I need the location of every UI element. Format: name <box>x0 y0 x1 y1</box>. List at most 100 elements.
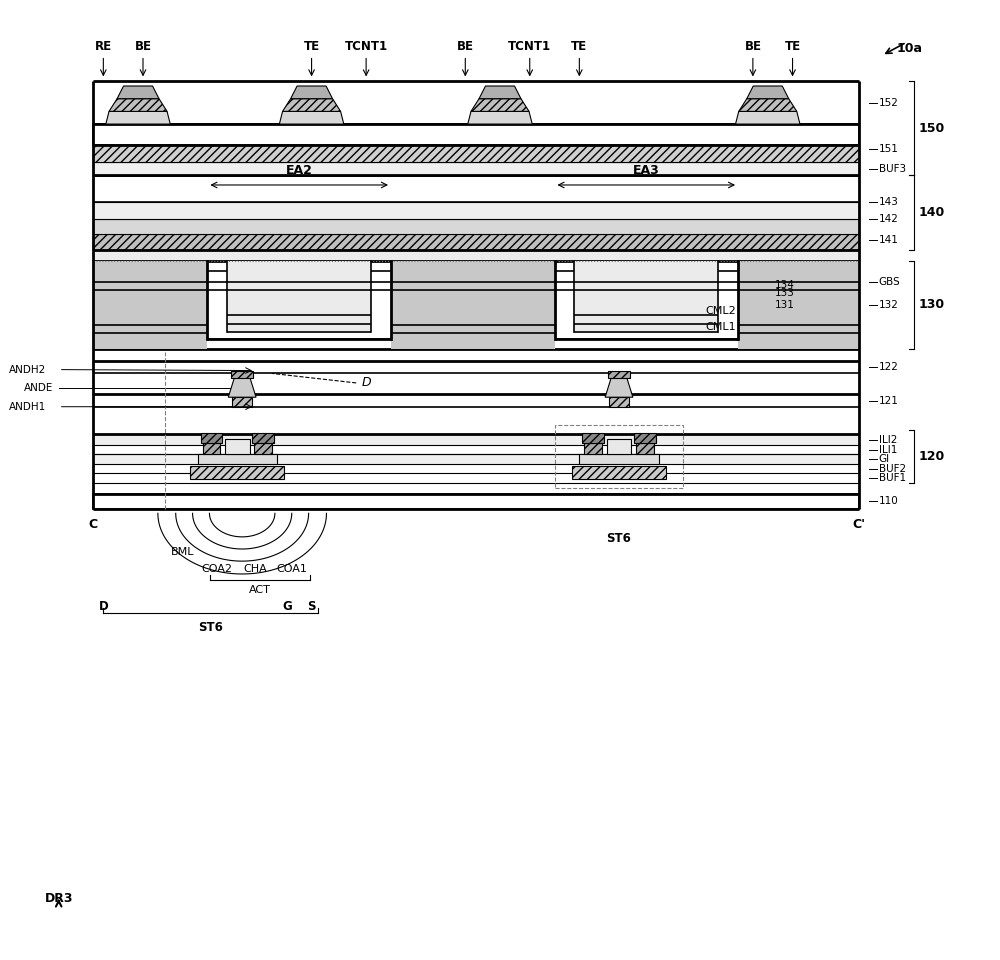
Bar <box>93 473 859 483</box>
Text: 121: 121 <box>879 396 899 405</box>
Text: 131: 131 <box>775 300 795 310</box>
Text: DR3: DR3 <box>44 893 73 905</box>
Text: ANDH2: ANDH2 <box>9 365 46 374</box>
Bar <box>225 439 250 454</box>
Bar <box>93 219 859 234</box>
Bar <box>190 466 284 479</box>
Bar <box>634 433 656 443</box>
Text: ANDE: ANDE <box>24 383 53 393</box>
Bar <box>93 444 859 454</box>
Text: TE: TE <box>304 39 320 53</box>
Polygon shape <box>468 111 532 124</box>
Polygon shape <box>279 111 344 124</box>
Bar <box>198 454 277 464</box>
Text: 134: 134 <box>775 280 795 290</box>
Bar <box>93 162 859 176</box>
Polygon shape <box>605 378 633 397</box>
Bar <box>227 261 371 331</box>
Text: 141: 141 <box>879 235 899 245</box>
Bar <box>202 443 220 454</box>
Text: EA2: EA2 <box>286 164 313 178</box>
Text: D: D <box>98 600 108 612</box>
Text: 140: 140 <box>918 206 945 219</box>
Text: BML: BML <box>171 546 194 557</box>
Text: 151: 151 <box>879 144 899 154</box>
Text: 122: 122 <box>879 362 899 372</box>
Bar <box>391 261 555 348</box>
Text: CHA: CHA <box>243 564 267 574</box>
Text: COA1: COA1 <box>276 564 307 574</box>
Text: GI: GI <box>879 454 890 464</box>
Bar <box>738 261 859 348</box>
Bar <box>93 145 859 162</box>
Text: 143: 143 <box>879 197 899 207</box>
Polygon shape <box>291 86 333 99</box>
Text: 120: 120 <box>918 449 945 463</box>
Text: GBS: GBS <box>879 277 901 287</box>
Bar <box>93 250 859 261</box>
Text: ILI1: ILI1 <box>879 444 897 454</box>
Bar <box>254 443 272 454</box>
Polygon shape <box>117 86 159 99</box>
Text: 142: 142 <box>879 214 899 225</box>
Text: ACT: ACT <box>249 585 271 594</box>
Bar <box>252 433 274 443</box>
Text: ANDH1: ANDH1 <box>9 401 46 412</box>
Text: COA2: COA2 <box>202 564 233 574</box>
Text: ST6: ST6 <box>607 533 631 545</box>
Text: BE: BE <box>744 39 761 53</box>
Bar <box>93 464 859 473</box>
Bar <box>582 433 604 443</box>
Bar <box>609 397 629 407</box>
Text: 110: 110 <box>879 496 899 507</box>
Polygon shape <box>747 86 789 99</box>
Bar <box>93 124 859 145</box>
Text: 132: 132 <box>879 300 899 310</box>
Bar <box>93 494 859 509</box>
Text: D: D <box>361 376 371 390</box>
Text: EA3: EA3 <box>633 164 660 178</box>
Text: 10a: 10a <box>897 42 923 56</box>
Text: ST6: ST6 <box>198 621 223 634</box>
Polygon shape <box>479 86 521 99</box>
Bar <box>607 439 631 454</box>
Text: BUF2: BUF2 <box>879 464 906 473</box>
Bar <box>608 371 630 378</box>
Text: TE: TE <box>571 39 587 53</box>
Text: C': C' <box>852 518 866 531</box>
Polygon shape <box>283 99 341 111</box>
Bar <box>572 466 666 479</box>
Text: S: S <box>307 600 316 612</box>
Polygon shape <box>739 99 797 111</box>
Text: BE: BE <box>457 39 474 53</box>
Bar <box>636 443 654 454</box>
Bar <box>201 433 222 443</box>
Text: CML2: CML2 <box>706 305 737 316</box>
Text: TE: TE <box>784 39 801 53</box>
Polygon shape <box>471 99 529 111</box>
Text: BE: BE <box>135 39 152 53</box>
Bar <box>93 203 859 219</box>
Text: BUF1: BUF1 <box>879 473 906 483</box>
Text: BUF3: BUF3 <box>879 164 906 174</box>
Bar <box>555 425 683 488</box>
Text: ILI2: ILI2 <box>879 435 897 445</box>
Text: 152: 152 <box>879 98 899 108</box>
Text: RE: RE <box>95 39 112 53</box>
Bar <box>584 443 602 454</box>
Polygon shape <box>228 378 256 397</box>
Bar <box>93 434 859 444</box>
Text: G: G <box>282 600 292 612</box>
Polygon shape <box>106 111 170 124</box>
Bar <box>93 454 859 464</box>
Bar <box>232 397 252 407</box>
Text: CML1: CML1 <box>706 322 736 332</box>
Polygon shape <box>736 111 800 124</box>
Text: 130: 130 <box>918 299 945 311</box>
Bar <box>579 454 659 464</box>
Text: TCNT1: TCNT1 <box>345 39 388 53</box>
Bar <box>93 234 859 250</box>
Bar <box>93 261 207 348</box>
Text: C: C <box>89 518 98 531</box>
Polygon shape <box>109 99 167 111</box>
